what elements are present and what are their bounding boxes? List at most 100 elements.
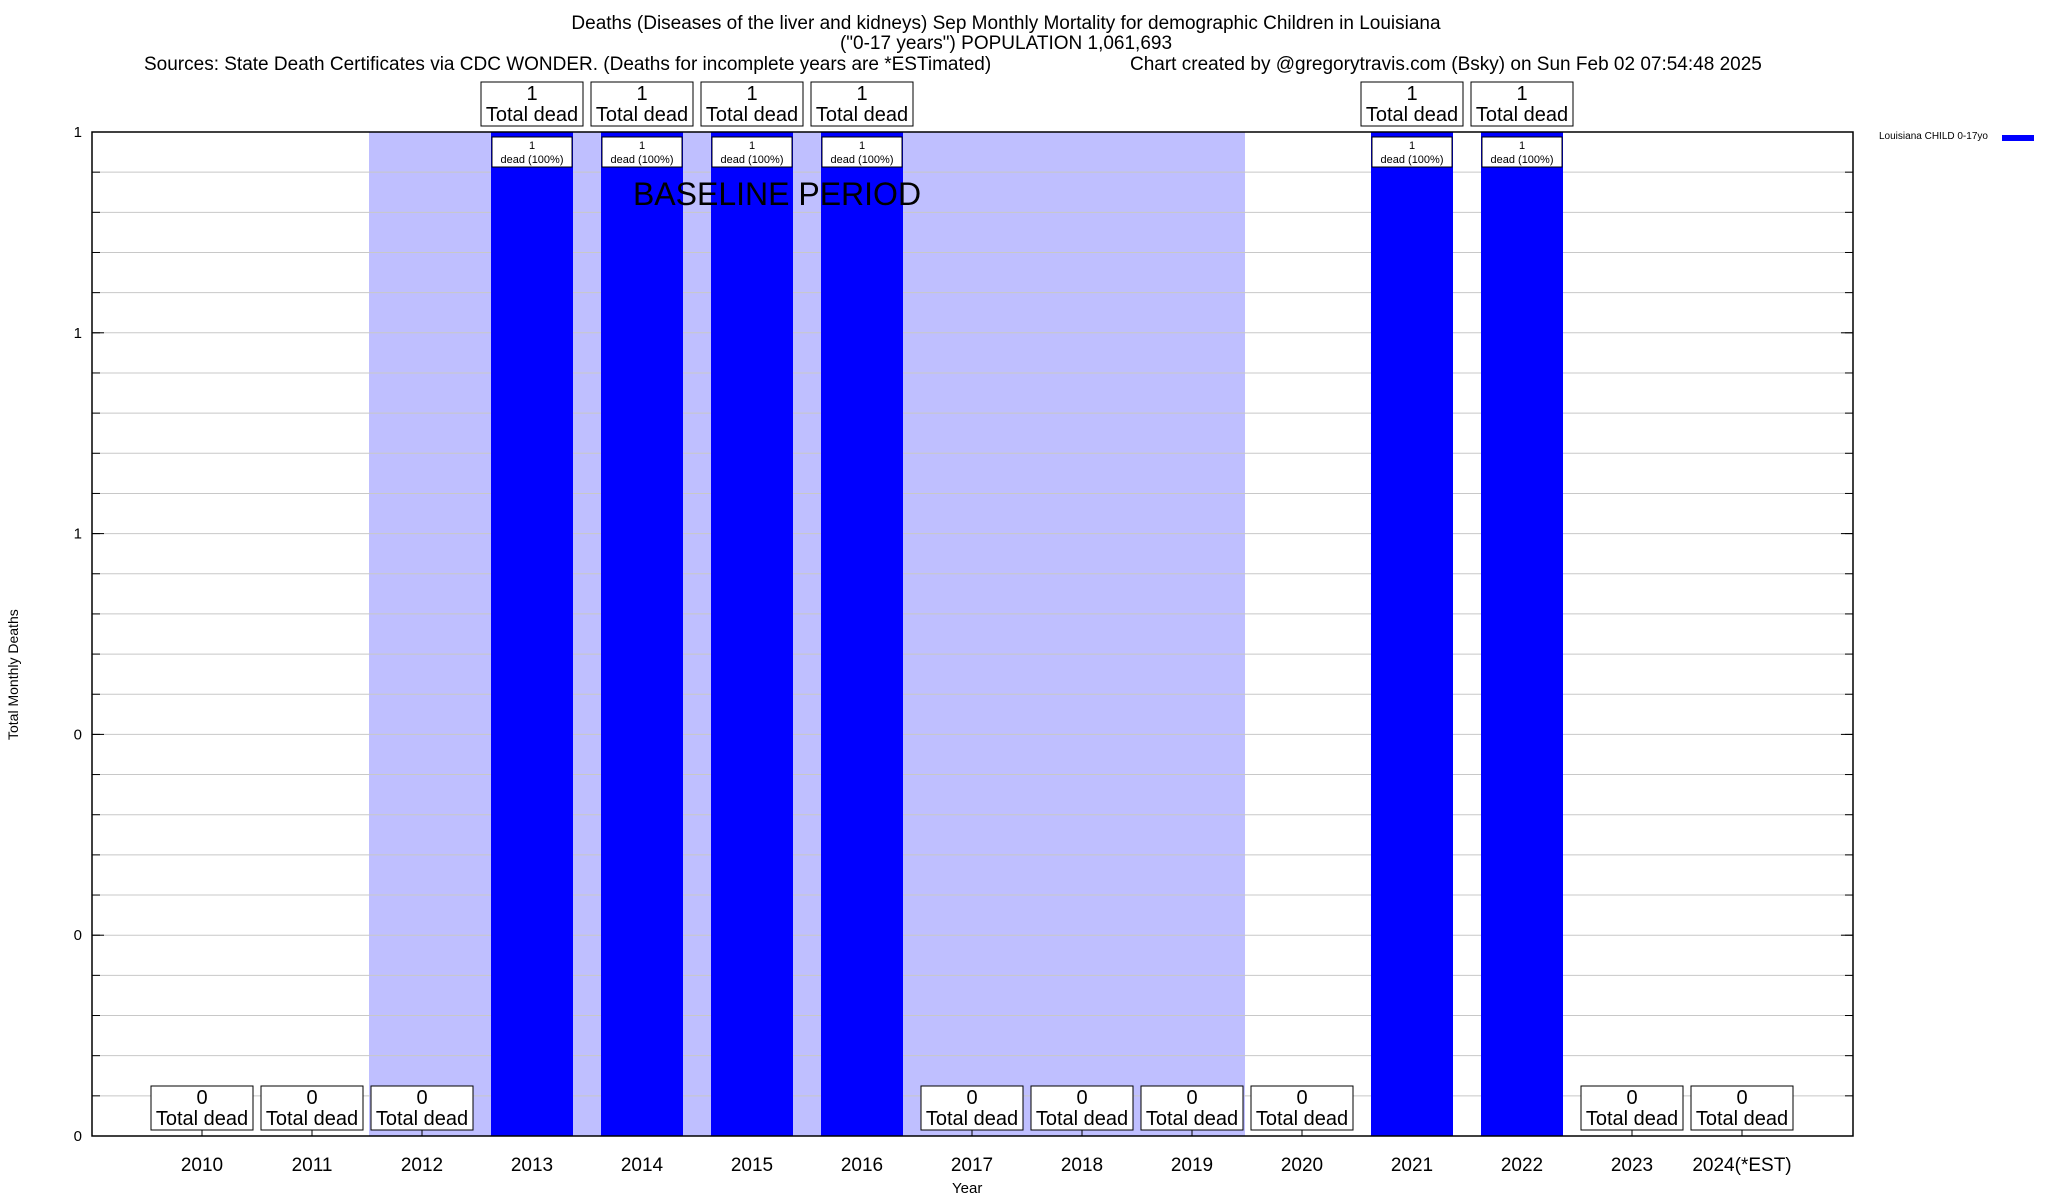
chart-credit: Chart created by @gregorytravis.com (Bsk… [1130,54,1762,75]
total-dead-value: 0 [1296,1087,1307,1109]
bar-inner-pct: dead (100%) [1381,154,1444,166]
bar [711,132,793,1136]
total-dead-label: Total dead [596,104,688,126]
total-dead-box [590,81,694,127]
total-dead-value: 0 [1186,1087,1197,1109]
x-tick-label: 2020 [1281,1155,1323,1176]
total-dead-value: 0 [1076,1087,1087,1109]
total-dead-value: 1 [526,83,537,105]
bar-inner-label-box [1371,136,1453,168]
total-dead-label: Total dead [266,1108,358,1130]
bar-inner-pct: dead (100%) [721,154,784,166]
bar [1371,132,1453,1136]
total-dead-box [370,1085,474,1131]
bar-inner-value: 1 [639,140,645,152]
bar-inner-value: 1 [749,140,755,152]
total-dead-value: 0 [416,1087,427,1109]
total-dead-label: Total dead [376,1108,468,1130]
total-dead-value: 1 [1516,83,1527,105]
y-tick-label: 0 [74,1128,82,1145]
total-dead-label: Total dead [1476,104,1568,126]
total-dead-box [1030,1085,1134,1131]
x-tick-label: 2016 [841,1155,883,1176]
total-dead-box [810,81,914,127]
total-dead-box [1250,1085,1354,1131]
total-dead-value: 1 [856,83,867,105]
total-dead-label: Total dead [816,104,908,126]
bar-inner-label-box [711,136,793,168]
bar-inner-label-box [601,136,683,168]
total-dead-label: Total dead [1036,1108,1128,1130]
total-dead-label: Total dead [1696,1108,1788,1130]
total-dead-label: Total dead [706,104,798,126]
bar [1481,132,1563,1136]
total-dead-box [1140,1085,1244,1131]
plot-frame [91,131,1854,1137]
total-dead-value: 1 [636,83,647,105]
y-tick-label: 1 [74,526,82,543]
bar-inner-pct: dead (100%) [831,154,894,166]
x-tick-label: 2023 [1611,1155,1653,1176]
y-tick-label: 1 [74,325,82,342]
bar-inner-label-box [821,136,903,168]
chart-sources: Sources: State Death Certificates via CD… [144,54,992,75]
x-tick-label: 2012 [401,1155,443,1176]
total-dead-value: 0 [1736,1087,1747,1109]
total-dead-label: Total dead [486,104,578,126]
bar-inner-value: 1 [529,140,535,152]
total-dead-label: Total dead [1586,1108,1678,1130]
x-tick-label: 2017 [951,1155,993,1176]
bar-inner-pct: dead (100%) [501,154,564,166]
x-tick-label: 2011 [292,1155,333,1176]
y-tick-label: 1 [74,124,82,141]
x-axis-label: Year [952,1180,983,1197]
total-dead-box [1360,81,1464,127]
legend-label: Louisiana CHILD 0-17yo [1879,131,1988,142]
total-dead-label: Total dead [926,1108,1018,1130]
chart-title-line1: Deaths (Diseases of the liver and kidney… [571,13,1441,34]
baseline-period-label: BASELINE PERIOD [633,176,921,212]
total-dead-box [1690,1085,1794,1131]
bar [601,132,683,1136]
bar-inner-label-box [491,136,573,168]
x-tick-label: 2024(*EST) [1692,1155,1791,1176]
x-tick-label: 2013 [511,1155,553,1176]
total-dead-box [150,1085,254,1131]
total-dead-value: 1 [746,83,757,105]
total-dead-value: 0 [1626,1087,1637,1109]
total-dead-value: 0 [966,1087,977,1109]
x-tick-label: 2015 [731,1155,773,1176]
x-tick-label: 2022 [1501,1155,1543,1176]
x-tick-label: 2018 [1061,1155,1103,1176]
x-tick-label: 2019 [1171,1155,1213,1176]
y-tick-label: 0 [74,726,82,743]
bar [821,132,903,1136]
total-dead-box [260,1085,364,1131]
bar-inner-value: 1 [1409,140,1415,152]
total-dead-label: Total dead [1366,104,1458,126]
total-dead-value: 0 [196,1087,207,1109]
total-dead-label: Total dead [156,1108,248,1130]
y-axis-label: Total Monthly Deaths [5,609,21,740]
total-dead-value: 1 [1406,83,1417,105]
total-dead-box [1470,81,1574,127]
chart-title-line2: ("0-17 years") POPULATION 1,061,693 [839,33,1173,54]
bar-inner-label-box [1481,136,1563,168]
x-tick-label: 2021 [1391,1155,1433,1176]
total-dead-box [1580,1085,1684,1131]
bar [491,132,573,1136]
y-tick-label: 0 [74,927,82,944]
total-dead-label: Total dead [1256,1108,1348,1130]
bar-inner-pct: dead (100%) [611,154,674,166]
x-tick-label: 2014 [621,1155,664,1176]
total-dead-box [920,1085,1024,1131]
total-dead-value: 0 [306,1087,317,1109]
total-dead-box [480,81,584,127]
total-dead-label: Total dead [1146,1108,1238,1130]
x-tick-label: 2010 [181,1155,223,1176]
bar-inner-value: 1 [1519,140,1525,152]
bar-inner-value: 1 [859,140,865,152]
total-dead-box [700,81,804,127]
legend-swatch [2002,135,2034,141]
